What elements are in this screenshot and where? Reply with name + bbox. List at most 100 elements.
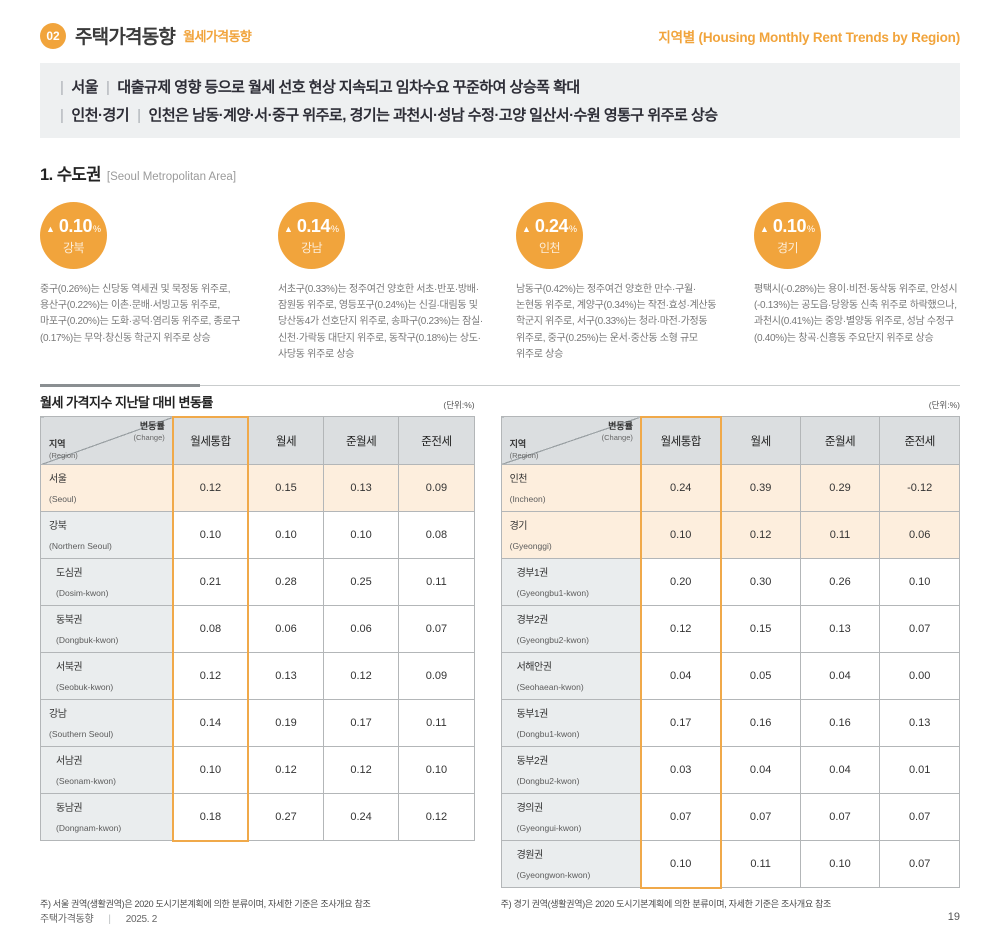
value-cell: 0.00 [879,652,960,701]
footer-report-title: 주택가격동향 [40,913,94,925]
table-unit-label: (단위:%) [443,399,475,410]
stat-value: 0.10 [58,215,93,236]
value-cell: -0.12 [879,464,960,513]
report-page: 02 주택가격동향 월세가격동향 지역별 (Housing Monthly Re… [39,22,960,925]
table-corner-cell: 변동률 (Change) 지역 (Region) [500,416,642,466]
section-title: 1. 수도권 [Seoul Metropolitan Area] [40,161,960,185]
summary-region: 인천·경기 [71,107,130,124]
table-row: 경의권 (Gyeongui-kwon) 0.07 0.07 0.07 0.07 [500,793,960,842]
value-cell: 0.04 [639,652,722,701]
summary-box: | 서울 | 대출규제 영향 등으로 월세 선호 현상 지속되고 임차수요 꾸준하여 … [40,63,960,138]
region-label-cell: 서울 (Seoul) [39,464,174,513]
stat-badge: ▲ 0.10 % 강북 [40,202,107,269]
section-divider [40,383,960,387]
divider-bar: | [106,79,110,96]
percent-sign: % [806,223,815,234]
stat-description: 남동구(0.42%)는 정주여건 양호한 만수·구월·논현동 위주로, 계양구(… [516,284,717,360]
value-cell: 0.08 [398,511,475,560]
page-footer: 주택가격동향 | 2025. 2 19 [40,910,960,941]
table-unit-label: (단위:%) [928,399,960,410]
badge-top: ▲ 0.10 % [760,216,815,237]
badge-top: ▲ 0.24 % [522,216,577,237]
value-cell: 0.07 [398,605,475,654]
region-label-cell: 경부1권 (Gyeongbu1-kwon) [500,558,642,607]
up-arrow-icon: ▲ [522,223,531,234]
value-cell: 0.10 [799,840,881,889]
rent-change-table: 변동률 (Change) 지역 (Region) 월세통합 월세 준월세 준전세 인천 (Inch… [500,415,960,889]
value-cell: 0.07 [639,793,722,842]
stat-gangbuk: ▲ 0.10 % 강북 중구(0.26%)는 신당동 역세권 및 묵정동 위주로… [40,202,246,363]
divider-bar: | [137,107,141,124]
divider-accent [40,383,200,387]
column-header: 월세통합 [171,415,250,466]
table-block-seoul: 월세 가격지수 지난달 대비 변동률 (단위:%) 변동률 (Change) 지역(… [39,391,475,910]
table-title: 월세 가격지수 지난달 대비 변동률 [40,394,213,410]
value-cell: 0.12 [247,746,324,795]
up-arrow-icon: ▲ [760,223,769,234]
value-cell: 0.12 [171,464,250,513]
page-title: 주택가격동향 [75,27,176,48]
value-cell: 0.39 [720,464,801,513]
value-cell: 0.10 [171,746,250,795]
value-cell: 0.18 [171,793,250,842]
table-footnote: 주) 경기 권역(생활권역)은 2020 도시기본계획에 의한 분류이며, 자세… [500,898,832,909]
table-row: 도심권 (Dosim-kwon) 0.21 0.28 0.25 0.11 [39,558,475,607]
value-cell: 0.07 [879,840,960,889]
up-arrow-icon: ▲ [284,223,293,234]
value-cell: 0.09 [398,464,475,513]
stat-region-label: 경기 [776,240,799,255]
badge-top: ▲ 0.14 % [284,216,339,237]
percent-sign: % [330,223,339,234]
column-header: 준월세 [322,416,400,466]
table-block-incheon-gyeonggi: (단위:%) 변동률 (Change) 지역 (Region) 월세통합 월세 준월세 준전세… [501,391,960,910]
table-row: 동남권 (Dongnam-kwon) 0.18 0.27 0.24 0.12 [39,793,475,842]
value-cell: 0.11 [398,558,475,607]
region-label-cell: 동북권 (Dongbuk-kwon) [39,605,174,654]
value-cell: 0.10 [322,511,400,560]
table-footnote: 주) 서울 권역(생활권역)은 2020 도시기본계획에 의한 분류이며, 자세… [40,898,371,909]
value-cell: 0.21 [171,558,250,607]
value-cell: 0.13 [799,605,881,654]
stat-description: 평택시(-0.28%)는 용이·비전·동삭동 위주로, 안성시(-0.13%)는… [754,284,958,344]
stat-description: 서초구(0.33%)는 정주여건 양호한 서초·반포·방배·잠원동 위주로, 영… [278,284,483,360]
stat-badge: ▲ 0.10 % 경기 [754,202,821,269]
table-corner-cell: 변동률 (Change) 지역 (Region) [39,416,174,466]
value-cell: 0.12 [398,793,475,842]
summary-text: 대출규제 영향 등으로 월세 선호 현상 지속되고 임차수요 꾸준하여 상승폭 … [117,79,580,96]
page-subtitle: 월세가격동향 [183,29,252,44]
value-cell: 0.10 [879,558,960,607]
table-row: 경기 (Gyeonggi) 0.10 0.12 0.11 0.06 [500,511,960,560]
summary-row-incheon-gyeonggi: | 인천·경기 | 인천은 남동·계양·서·중구 위주로, 경기는 과천시·성남 수정… [60,104,940,125]
value-cell: 0.07 [720,793,801,842]
footer-left: 주택가격동향 | 2025. 2 [40,910,157,925]
value-cell: 0.26 [799,558,881,607]
stat-description: 중구(0.26%)는 신당동 역세권 및 묵정동 위주로, 용산구(0.22%)… [40,284,241,344]
value-cell: 0.04 [720,746,801,795]
column-header: 월세 [720,416,801,466]
stat-region-label: 인천 [538,240,561,255]
value-cell: 0.01 [879,746,960,795]
stat-badge: ▲ 0.24 % 인천 [516,202,583,269]
value-cell: 0.07 [879,605,960,654]
value-cell: 0.10 [171,511,250,560]
value-cell: 0.25 [322,558,400,607]
table-row: 서북권 (Seobuk-kwon) 0.12 0.13 0.12 0.09 [39,652,475,701]
table-title-row: (단위:%) [501,391,960,411]
stats-grid: ▲ 0.10 % 강북 중구(0.26%)는 신당동 역세권 및 묵정동 위주로… [40,202,960,363]
section-number-title: 1. 수도권 [40,166,101,184]
badge-top: ▲ 0.10 % [46,216,101,237]
value-cell: 0.05 [720,652,801,701]
divider-bar: | [60,107,64,124]
value-cell: 0.30 [720,558,801,607]
region-label-cell: 동남권 (Dongnam-kwon) [39,793,174,842]
table-title-row: 월세 가격지수 지난달 대비 변동률 (단위:%) [40,391,475,411]
table-row: 동북권 (Dongbuk-kwon) 0.08 0.06 0.06 0.07 [39,605,475,654]
value-cell: 0.09 [398,652,475,701]
value-cell: 0.03 [639,746,722,795]
corner-change-label: 변동률 (Change) [133,421,165,443]
region-label-cell: 경원권 (Gyeongwon-kwon) [500,840,642,889]
value-cell: 0.10 [639,511,722,560]
value-cell: 0.07 [799,793,881,842]
table-row: 서울 (Seoul) 0.12 0.15 0.13 0.09 [39,464,475,513]
value-cell: 0.10 [247,511,324,560]
